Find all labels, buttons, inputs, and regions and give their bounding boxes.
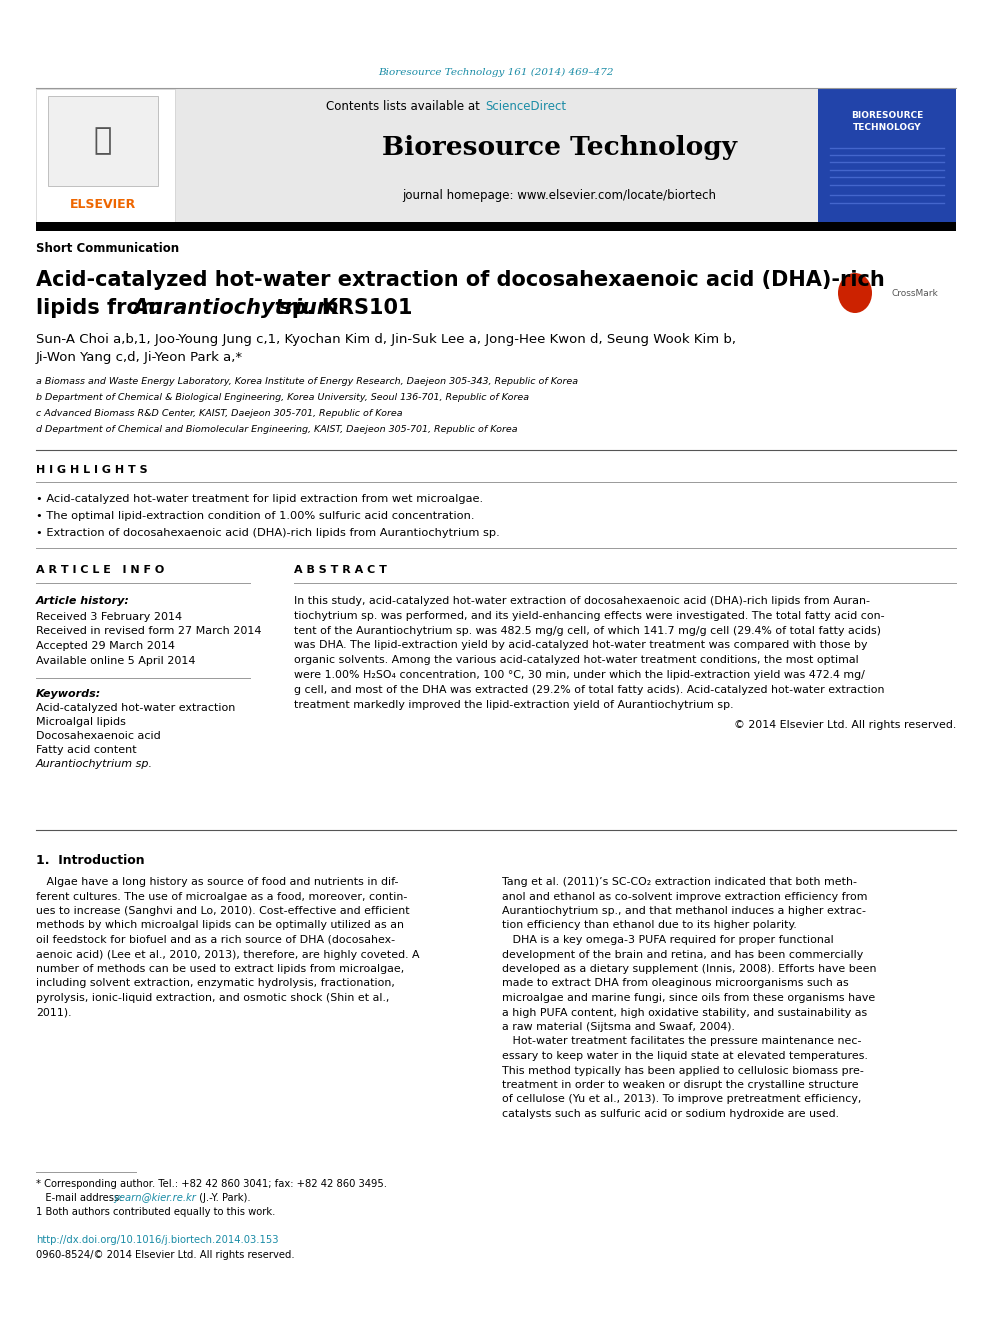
Text: Fatty acid content: Fatty acid content xyxy=(36,745,137,755)
Text: journal homepage: www.elsevier.com/locate/biortech: journal homepage: www.elsevier.com/locat… xyxy=(402,188,716,201)
Text: Microalgal lipids: Microalgal lipids xyxy=(36,717,126,728)
Text: were 1.00% H₂SO₄ concentration, 100 °C, 30 min, under which the lipid-extraction: were 1.00% H₂SO₄ concentration, 100 °C, … xyxy=(294,669,865,680)
Text: Tang et al. (2011)’s SC-CO₂ extraction indicated that both meth-: Tang et al. (2011)’s SC-CO₂ extraction i… xyxy=(502,877,857,886)
Text: methods by which microalgal lipids can be optimally utilized as an: methods by which microalgal lipids can b… xyxy=(36,921,404,930)
Text: 1 Both authors contributed equally to this work.: 1 Both authors contributed equally to th… xyxy=(36,1207,276,1217)
Text: a raw material (Sijtsma and Swaaf, 2004).: a raw material (Sijtsma and Swaaf, 2004)… xyxy=(502,1021,735,1032)
Text: © 2014 Elsevier Ltd. All rights reserved.: © 2014 Elsevier Ltd. All rights reserved… xyxy=(734,721,956,730)
Text: BIORESOURCE: BIORESOURCE xyxy=(851,111,924,119)
Text: • Extraction of docosahexaenoic acid (DHA)-rich lipids from Aurantiochytrium sp.: • Extraction of docosahexaenoic acid (DH… xyxy=(36,528,500,538)
Text: of cellulose (Yu et al., 2013). To improve pretreatment efficiency,: of cellulose (Yu et al., 2013). To impro… xyxy=(502,1094,861,1105)
Text: sp. KRS101: sp. KRS101 xyxy=(272,298,413,318)
Text: Keywords:: Keywords: xyxy=(36,689,101,699)
Text: Aurantiochytrium sp., and that methanol induces a higher extrac-: Aurantiochytrium sp., and that methanol … xyxy=(502,906,866,916)
Text: pyrolysis, ionic-liquid extraction, and osmotic shock (Shin et al.,: pyrolysis, ionic-liquid extraction, and … xyxy=(36,994,390,1003)
Text: Bioresource Technology: Bioresource Technology xyxy=(382,135,736,160)
Text: (J.-Y. Park).: (J.-Y. Park). xyxy=(196,1193,251,1203)
Text: Short Communication: Short Communication xyxy=(36,242,180,254)
Text: oil feedstock for biofuel and as a rich source of DHA (docosahex-: oil feedstock for biofuel and as a rich … xyxy=(36,935,395,945)
Text: ues to increase (Sanghvi and Lo, 2010). Cost-effective and efficient: ues to increase (Sanghvi and Lo, 2010). … xyxy=(36,906,410,916)
Text: Docosahexaenoic acid: Docosahexaenoic acid xyxy=(36,732,161,741)
Text: Available online 5 April 2014: Available online 5 April 2014 xyxy=(36,655,195,665)
Text: E-mail address:: E-mail address: xyxy=(36,1193,126,1203)
Text: ScienceDirect: ScienceDirect xyxy=(485,101,566,114)
Text: This method typically has been applied to cellulosic biomass pre-: This method typically has been applied t… xyxy=(502,1065,864,1076)
Text: Received in revised form 27 March 2014: Received in revised form 27 March 2014 xyxy=(36,627,262,636)
Text: c Advanced Biomass R&D Center, KAIST, Daejeon 305-701, Republic of Korea: c Advanced Biomass R&D Center, KAIST, Da… xyxy=(36,410,403,418)
Text: Accepted 29 March 2014: Accepted 29 March 2014 xyxy=(36,642,175,651)
Text: developed as a dietary supplement (Innis, 2008). Efforts have been: developed as a dietary supplement (Innis… xyxy=(502,964,877,974)
Bar xyxy=(36,89,175,222)
Text: 🌳: 🌳 xyxy=(94,127,112,156)
Text: Bioresource Technology 161 (2014) 469–472: Bioresource Technology 161 (2014) 469–47… xyxy=(378,67,614,77)
Text: g cell, and most of the DHA was extracted (29.2% of total fatty acids). Acid-cat: g cell, and most of the DHA was extracte… xyxy=(294,685,885,695)
Text: made to extract DHA from oleaginous microorganisms such as: made to extract DHA from oleaginous micr… xyxy=(502,979,849,988)
Text: Contents lists available at: Contents lists available at xyxy=(326,101,484,114)
Text: b Department of Chemical & Biological Engineering, Korea University, Seoul 136-7: b Department of Chemical & Biological En… xyxy=(36,393,529,402)
Text: catalysts such as sulfuric acid or sodium hydroxide are used.: catalysts such as sulfuric acid or sodiu… xyxy=(502,1109,839,1119)
Text: development of the brain and retina, and has been commercially: development of the brain and retina, and… xyxy=(502,950,863,959)
Text: Algae have a long history as source of food and nutrients in dif-: Algae have a long history as source of f… xyxy=(36,877,399,886)
Text: http://dx.doi.org/10.1016/j.biortech.2014.03.153: http://dx.doi.org/10.1016/j.biortech.201… xyxy=(36,1234,279,1245)
Bar xyxy=(36,222,956,232)
Text: number of methods can be used to extract lipids from microalgae,: number of methods can be used to extract… xyxy=(36,964,405,974)
Text: ELSEVIER: ELSEVIER xyxy=(69,198,136,212)
Bar xyxy=(175,89,818,222)
Text: yearn@kier.re.kr: yearn@kier.re.kr xyxy=(113,1193,195,1203)
Text: organic solvents. Among the various acid-catalyzed hot-water treatment condition: organic solvents. Among the various acid… xyxy=(294,655,859,665)
Text: 2011).: 2011). xyxy=(36,1008,71,1017)
Text: Sun-A Choi a,b,1, Joo-Young Jung c,1, Kyochan Kim d, Jin-Suk Lee a, Jong-Hee Kwo: Sun-A Choi a,b,1, Joo-Young Jung c,1, Ky… xyxy=(36,333,736,347)
Text: 1.  Introduction: 1. Introduction xyxy=(36,853,145,867)
Text: including solvent extraction, enzymatic hydrolysis, fractionation,: including solvent extraction, enzymatic … xyxy=(36,979,395,988)
Text: CrossMark: CrossMark xyxy=(891,288,937,298)
Text: Acid-catalyzed hot-water extraction: Acid-catalyzed hot-water extraction xyxy=(36,703,235,713)
Text: Aurantiochytrium sp.: Aurantiochytrium sp. xyxy=(36,759,153,769)
Text: anol and ethanol as co-solvent improve extraction efficiency from: anol and ethanol as co-solvent improve e… xyxy=(502,892,867,901)
Text: treatment in order to weaken or disrupt the crystalline structure: treatment in order to weaken or disrupt … xyxy=(502,1080,859,1090)
Text: A R T I C L E   I N F O: A R T I C L E I N F O xyxy=(36,565,165,576)
Text: treatment markedly improved the lipid-extraction yield of Aurantiochytrium sp.: treatment markedly improved the lipid-ex… xyxy=(294,700,733,709)
Text: DHA is a key omega-3 PUFA required for proper functional: DHA is a key omega-3 PUFA required for p… xyxy=(502,935,833,945)
Bar xyxy=(818,89,956,222)
Text: lipids from: lipids from xyxy=(36,298,170,318)
Text: In this study, acid-catalyzed hot-water extraction of docosahexaenoic acid (DHA): In this study, acid-catalyzed hot-water … xyxy=(294,595,870,606)
Text: • Acid-catalyzed hot-water treatment for lipid extraction from wet microalgae.: • Acid-catalyzed hot-water treatment for… xyxy=(36,493,483,504)
Text: H I G H L I G H T S: H I G H L I G H T S xyxy=(36,464,148,475)
Text: Aurantiochytrium: Aurantiochytrium xyxy=(132,298,338,318)
Text: Article history:: Article history: xyxy=(36,595,130,606)
Text: Hot-water treatment facilitates the pressure maintenance nec-: Hot-water treatment facilitates the pres… xyxy=(502,1036,861,1046)
Text: essary to keep water in the liquid state at elevated temperatures.: essary to keep water in the liquid state… xyxy=(502,1050,868,1061)
Text: microalgae and marine fungi, since oils from these organisms have: microalgae and marine fungi, since oils … xyxy=(502,994,875,1003)
Text: TECHNOLOGY: TECHNOLOGY xyxy=(853,123,922,132)
Text: tion efficiency than ethanol due to its higher polarity.: tion efficiency than ethanol due to its … xyxy=(502,921,797,930)
Text: tent of the Aurantiochytrium sp. was 482.5 mg/g cell, of which 141.7 mg/g cell (: tent of the Aurantiochytrium sp. was 482… xyxy=(294,626,881,635)
Text: Received 3 February 2014: Received 3 February 2014 xyxy=(36,613,183,622)
Text: ferent cultures. The use of microalgae as a food, moreover, contin-: ferent cultures. The use of microalgae a… xyxy=(36,892,408,901)
Text: • The optimal lipid-extraction condition of 1.00% sulfuric acid concentration.: • The optimal lipid-extraction condition… xyxy=(36,511,474,521)
Text: A B S T R A C T: A B S T R A C T xyxy=(294,565,387,576)
Text: was DHA. The lipid-extraction yield by acid-catalyzed hot-water treatment was co: was DHA. The lipid-extraction yield by a… xyxy=(294,640,867,651)
Text: tiochytrium sp. was performed, and its yield-enhancing effects were investigated: tiochytrium sp. was performed, and its y… xyxy=(294,611,885,620)
Text: Ji-Won Yang c,d, Ji-Yeon Park a,*: Ji-Won Yang c,d, Ji-Yeon Park a,* xyxy=(36,352,243,365)
Text: a Biomass and Waste Energy Laboratory, Korea Institute of Energy Research, Daeje: a Biomass and Waste Energy Laboratory, K… xyxy=(36,377,578,386)
Text: a high PUFA content, high oxidative stability, and sustainability as: a high PUFA content, high oxidative stab… xyxy=(502,1008,867,1017)
Text: d Department of Chemical and Biomolecular Engineering, KAIST, Daejeon 305-701, R: d Department of Chemical and Biomolecula… xyxy=(36,426,518,434)
Ellipse shape xyxy=(838,273,872,314)
Text: Acid-catalyzed hot-water extraction of docosahexaenoic acid (DHA)-rich: Acid-catalyzed hot-water extraction of d… xyxy=(36,270,885,290)
Bar xyxy=(48,97,158,187)
Text: aenoic acid) (Lee et al., 2010, 2013), therefore, are highly coveted. A: aenoic acid) (Lee et al., 2010, 2013), t… xyxy=(36,950,420,959)
Text: 0960-8524/© 2014 Elsevier Ltd. All rights reserved.: 0960-8524/© 2014 Elsevier Ltd. All right… xyxy=(36,1250,295,1259)
Text: * Corresponding author. Tel.: +82 42 860 3041; fax: +82 42 860 3495.: * Corresponding author. Tel.: +82 42 860… xyxy=(36,1179,387,1189)
